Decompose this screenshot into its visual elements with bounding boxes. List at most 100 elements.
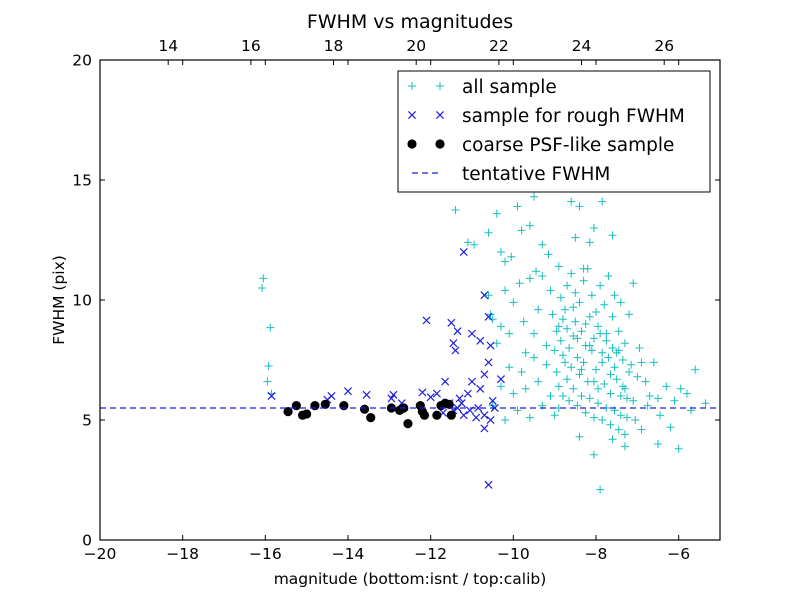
point-s0-115-shape	[604, 353, 613, 362]
point-s1-13	[447, 318, 456, 327]
point-s0-168	[649, 358, 658, 367]
point-s0-138	[598, 416, 607, 424]
top-tick-label-6: 26	[654, 37, 674, 55]
point-s0-105	[583, 377, 592, 386]
point-s0-140	[606, 420, 615, 429]
point-s0-99	[571, 317, 580, 326]
point-s0-39-shape	[501, 286, 510, 295]
point-s0-128	[558, 392, 567, 400]
point-s1-22-shape	[486, 341, 495, 350]
point-s0-36	[488, 315, 497, 324]
legend-marker-1-b	[435, 110, 445, 120]
point-s0-183-shape	[589, 450, 598, 459]
point-s0-51-shape	[548, 310, 557, 319]
point-s0-170	[656, 411, 665, 420]
point-s0-74-shape	[598, 358, 607, 367]
x-tick-label-5: −10	[497, 545, 530, 563]
point-s0-134	[581, 408, 590, 417]
point-s0-176-shape	[682, 389, 691, 398]
point-s0-94-shape	[558, 351, 567, 360]
point-s0-174	[674, 444, 683, 453]
point-s1-44	[472, 413, 481, 422]
point-s0-93-shape	[556, 336, 565, 345]
point-s0-180-shape	[654, 440, 662, 448]
point-s0-174-shape	[674, 444, 683, 453]
point-s0-83	[616, 298, 625, 307]
point-s0-102	[577, 327, 586, 336]
point-s0-2	[266, 323, 275, 332]
point-s0-11	[496, 248, 505, 256]
point-s0-155-shape	[521, 384, 530, 393]
point-s1-2	[327, 391, 336, 401]
point-s0-116-shape	[606, 389, 615, 398]
point-s0-82-shape	[614, 327, 623, 336]
point-s1-14	[453, 327, 462, 336]
point-s1-17	[459, 247, 468, 257]
point-s1-26	[476, 384, 485, 393]
point-s0-69	[587, 291, 596, 300]
point-s0-96-shape	[563, 324, 572, 333]
point-s0-106-shape	[585, 312, 594, 321]
point-s0-60-shape	[569, 303, 578, 312]
point-s0-34-shape	[484, 291, 493, 300]
point-s0-47-shape	[534, 305, 543, 314]
point-s1-34-shape	[474, 403, 483, 413]
point-s0-56	[561, 358, 569, 367]
point-s0-96	[563, 324, 572, 333]
point-s0-8-shape	[470, 240, 479, 249]
point-s2-16	[432, 410, 442, 420]
point-s0-43	[519, 317, 528, 326]
point-s0-163	[550, 346, 559, 355]
point-s1-11-shape	[441, 377, 450, 386]
point-s0-2-shape	[266, 323, 275, 332]
point-s0-133	[577, 392, 586, 400]
legend-marker-1-a-shape	[407, 110, 417, 120]
point-s2-1	[291, 401, 301, 411]
point-s0-78-shape	[606, 370, 615, 379]
point-s0-61-shape	[571, 288, 580, 297]
point-s1-38-shape	[480, 424, 489, 433]
point-s2-15-shape	[419, 410, 430, 420]
x-tick-label-7: −6	[667, 545, 690, 563]
legend: all sample sample for rough FWHM coarse …	[397, 70, 711, 193]
point-s0-32-shape	[598, 197, 607, 206]
point-s0-53	[554, 262, 563, 271]
point-s0-66-shape	[581, 320, 590, 328]
point-s2-15	[419, 410, 430, 420]
point-s2-12	[403, 419, 413, 429]
point-s0-27-shape	[575, 202, 584, 211]
point-s1-12	[422, 316, 431, 325]
point-s0-129	[563, 375, 572, 384]
point-s2-0-shape	[283, 407, 293, 417]
point-s0-65	[579, 276, 588, 285]
point-s1-14-shape	[453, 327, 462, 336]
point-s1-29-shape	[455, 394, 464, 403]
point-s1-6	[389, 390, 398, 399]
point-s1-0-shape	[267, 391, 276, 401]
point-s0-122-shape	[618, 356, 627, 364]
point-s0-67	[583, 264, 592, 273]
point-s1-34	[474, 403, 483, 413]
point-s0-132-shape	[573, 401, 582, 410]
point-s0-138-shape	[598, 416, 607, 424]
legend-markers	[407, 82, 445, 174]
point-s0-147	[631, 416, 640, 424]
point-s0-51	[548, 310, 557, 319]
point-s0-60	[569, 303, 578, 312]
point-s1-39-shape	[484, 480, 493, 489]
point-s0-169-shape	[654, 394, 662, 403]
legend-marker-2-b-shape	[435, 139, 445, 149]
point-s1-4	[362, 390, 371, 399]
point-s0-94	[558, 351, 567, 360]
point-s0-79-shape	[608, 312, 617, 321]
point-s0-110-shape	[594, 384, 603, 393]
point-s0-140-shape	[606, 420, 615, 429]
point-s0-111	[596, 329, 605, 338]
point-s0-3	[264, 362, 273, 370]
point-s0-14	[513, 202, 522, 211]
point-s0-135-shape	[585, 394, 594, 403]
point-s0-20-shape	[544, 250, 553, 259]
point-s0-77-shape	[604, 272, 613, 280]
y-tick-label-4: 20	[72, 52, 92, 70]
point-s0-78	[606, 370, 615, 379]
